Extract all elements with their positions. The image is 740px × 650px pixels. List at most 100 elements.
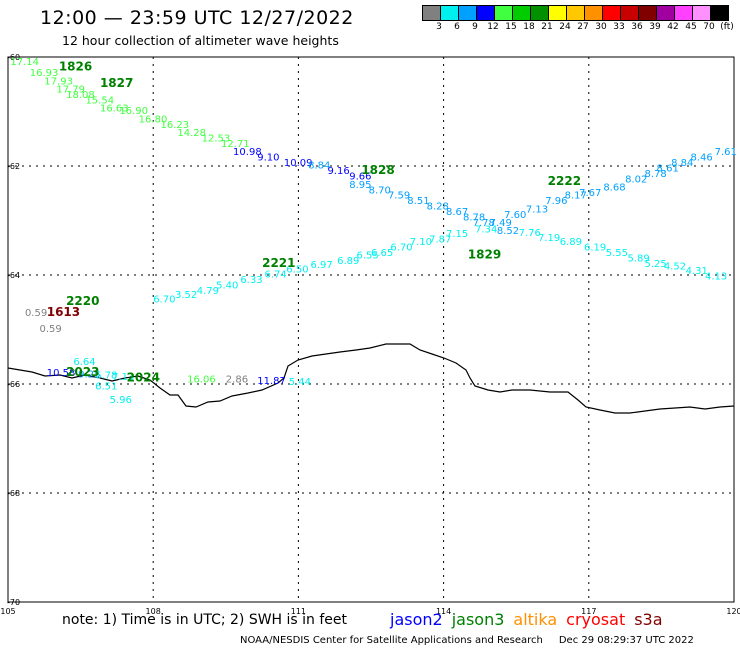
legend-label: 45: [685, 22, 697, 32]
legend-swatch: [710, 5, 729, 21]
color-legend: [422, 5, 729, 21]
wave-height-value: 12.53: [202, 133, 231, 144]
wave-height-value: 6.55: [356, 251, 378, 262]
pass-number-label: 2024: [127, 370, 160, 384]
latitude-tick-label: -62: [7, 162, 20, 171]
legend-label: 30: [595, 22, 607, 32]
wave-height-value: 16.80: [139, 114, 168, 125]
pass-number-label: 1613: [47, 305, 80, 319]
wave-height-value: 8.28: [427, 202, 449, 213]
latitude-tick-label: -60: [7, 53, 20, 62]
wave-height-value: 10.98: [233, 147, 262, 158]
wave-height-value: 7.87: [429, 234, 451, 245]
wave-height-value: 7.34: [475, 224, 497, 235]
wave-height-value: 17.14: [10, 57, 39, 68]
wave-height-value: 8.02: [625, 174, 647, 185]
wave-height-value: 6.78: [95, 371, 117, 382]
legend-label: 33: [613, 22, 625, 32]
wave-height-value: 6.65: [371, 248, 393, 259]
wave-height-value: 7.15: [446, 229, 468, 240]
satellite-name: cryosat: [566, 610, 626, 629]
wave-height-value: 8.78: [644, 169, 666, 180]
pass-number-label: 1828: [361, 163, 394, 177]
wave-height-value: 9.10: [257, 153, 279, 164]
wave-height-value: 6.97: [311, 260, 333, 271]
satellite-name: jason2: [390, 610, 443, 629]
wave-height-value: 8.67: [446, 207, 468, 218]
wave-height-value: 18.08: [66, 90, 95, 101]
legend-label: 39: [649, 22, 661, 32]
pass-number-label: 1829: [468, 248, 501, 262]
wave-height-value: 10.09: [284, 158, 313, 169]
wave-height-value: 16.63: [100, 104, 129, 115]
wave-height-value: 8.95: [349, 180, 371, 191]
legend-label: 42: [667, 22, 679, 32]
pass-number-label: 2222: [548, 174, 581, 188]
wave-height-value: 5.44: [289, 377, 311, 388]
wave-height-value: 8.52: [497, 226, 519, 237]
wave-height-value: 8.84: [308, 161, 330, 172]
footnote: note: 1) Time is in UTC; 2) SWH is in fe…: [62, 612, 348, 628]
wave-height-value: 7.49: [490, 218, 512, 229]
wave-height-value: 8.17: [565, 191, 587, 202]
satellite-name: altika: [513, 610, 558, 629]
longitude-tick-label: 108: [146, 607, 161, 616]
wave-height-value: 7.60: [504, 210, 526, 221]
wave-height-value: 6.64: [73, 357, 95, 368]
wave-height-value: 9.66: [349, 172, 371, 183]
wave-height-value: 8.46: [690, 153, 712, 164]
latitude-tick-label: -64: [7, 271, 20, 280]
wave-height-value: 7.61: [715, 147, 737, 158]
wave-height-value: 17.93: [44, 76, 73, 87]
wave-height-value: 0.59: [39, 324, 61, 335]
longitude-tick-label: 105: [0, 607, 15, 616]
wave-height-value: 5.55: [606, 248, 628, 259]
wave-height-value: 2.86: [226, 374, 248, 385]
wave-height-value: 15.54: [85, 95, 114, 106]
wave-height-value: 11.87: [257, 376, 286, 387]
wave-height-value: 6.89: [337, 256, 359, 267]
legend-label: 12: [487, 22, 499, 32]
credit-text: NOAA/NESDIS Center for Satellite Applica…: [240, 635, 543, 646]
wave-height-value: 16.93: [30, 68, 59, 79]
longitude-tick-label: 114: [436, 607, 451, 616]
satellite-name: jason3: [451, 610, 505, 629]
legend-label: 15: [505, 22, 517, 32]
wave-height-value: 7.76: [519, 228, 541, 239]
legend-label: 6: [454, 22, 460, 32]
wave-height-value: 16.90: [119, 106, 148, 117]
wave-height-value: 6.50: [286, 264, 308, 275]
wave-height-value: 4.31: [686, 266, 708, 277]
pass-number-label: 1827: [100, 76, 133, 90]
wave-height-value: 5.96: [110, 395, 132, 406]
wave-height-value: 7.10: [410, 237, 432, 248]
wave-height-value: 16.06: [187, 374, 216, 385]
wave-height-value: 6.70: [390, 242, 412, 253]
wave-height-value: 8.78: [463, 213, 485, 224]
map-title: 12:00 — 23:59 UTC 12/27/2022: [40, 7, 354, 29]
wave-height-value: 4.79: [197, 286, 219, 297]
wave-height-value: 6.70: [153, 294, 175, 305]
longitude-tick-label: 117: [581, 607, 596, 616]
wave-height-value: 10.58: [47, 368, 76, 379]
pass-number-label: 2221: [262, 256, 295, 270]
antarctic-coastline: [7, 343, 735, 414]
legend-label: 27: [577, 22, 589, 32]
legend-label: 21: [541, 22, 553, 32]
generation-timestamp: Dec 29 08:29:37 UTC 2022: [558, 635, 694, 646]
legend-label: 3: [436, 22, 442, 32]
map-subtitle: 12 hour collection of altimeter wave hei…: [62, 33, 339, 48]
wave-height-value: 8.68: [603, 183, 625, 194]
pass-number-label: 1826: [59, 60, 92, 74]
wave-height-value: 8.51: [407, 196, 429, 207]
latitude-tick-label: -66: [7, 380, 20, 389]
wave-height-value: 7.59: [388, 191, 410, 202]
latitude-tick-label: -68: [7, 489, 20, 498]
longitude-tick-label: 120: [726, 607, 740, 616]
pass-number-label: 2220: [66, 294, 99, 308]
legend-label: 9: [472, 22, 478, 32]
wave-height-value: 4.52: [664, 262, 686, 273]
wave-height-value: 7.78: [473, 218, 495, 229]
wave-height-value: 7.67: [579, 188, 601, 199]
